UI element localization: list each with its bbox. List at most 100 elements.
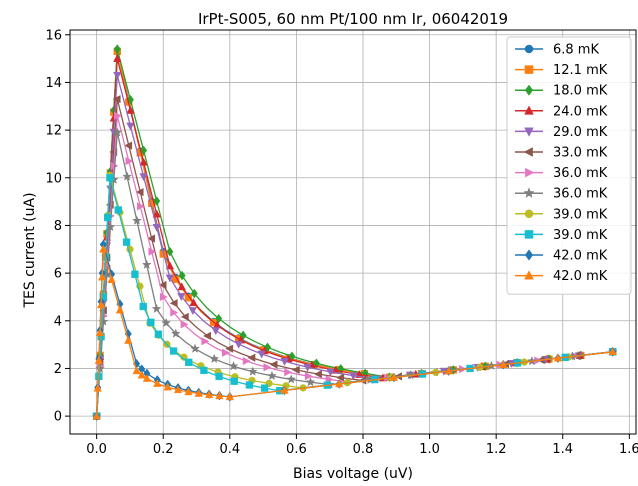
data-point (284, 368, 293, 377)
data-point (112, 127, 123, 137)
data-point (190, 288, 198, 299)
data-point (257, 350, 266, 359)
legend-label: 39.0 mK (553, 228, 608, 243)
legend-label: 39.0 mK (553, 207, 608, 222)
y-tick-label: 4 (54, 314, 62, 329)
data-point (304, 371, 313, 381)
data-point (163, 382, 172, 391)
y-tick-label: 6 (54, 267, 62, 282)
legend-label: 36.0 mK (553, 166, 608, 181)
data-point (230, 377, 238, 385)
y-tick-label: 0 (54, 410, 62, 425)
data-point (180, 312, 189, 321)
data-point (104, 213, 112, 222)
data-point (148, 247, 157, 256)
data-point (153, 378, 162, 387)
data-point (132, 366, 141, 375)
data-point (124, 141, 133, 150)
data-point (147, 234, 156, 243)
data-point (132, 215, 142, 225)
data-point (151, 303, 162, 314)
legend-label: 24.0 mK (553, 104, 608, 119)
data-point (215, 391, 224, 400)
data-point (189, 298, 198, 307)
data-point (113, 71, 122, 80)
data-point (184, 294, 193, 302)
legend-label: 36.0 mK (553, 187, 608, 202)
legend-marker (524, 44, 534, 54)
data-point (154, 330, 163, 338)
data-point (139, 173, 148, 182)
data-point (173, 385, 183, 394)
data-point (113, 44, 121, 54)
axis-ticks: 0.0 0.2 0.4 0.6 0.8 1.0 1.2 1.4 1.6 0 2 4 6 8 10 12 14 16 (45, 28, 638, 457)
legend-marker (524, 105, 534, 115)
legend-marker (524, 127, 534, 137)
data-point (126, 122, 135, 131)
y-axis-label: TES current (uA) (22, 192, 38, 308)
data-point (96, 300, 106, 309)
data-point (169, 347, 178, 355)
x-tick-label: 0.8 (353, 442, 374, 457)
legend-entry: 36.0 mK (515, 187, 608, 202)
x-tick-label: 0.2 (153, 442, 174, 457)
y-tick-label: 8 (54, 219, 62, 234)
data-point (142, 373, 152, 382)
plot-area (91, 44, 618, 421)
chart-title: IrPt-S005, 60 nm Pt/100 nm Ir, 06042019 (198, 10, 508, 28)
y-tick-label: 12 (45, 124, 62, 139)
x-axis-label: Bias voltage (uV) (293, 466, 413, 482)
data-point (135, 187, 144, 197)
data-point (158, 280, 167, 290)
legend-label: 12.1 mK (553, 63, 608, 78)
legend-entry: 33.0 mK (515, 146, 608, 161)
legend-label: 42.0 mK (553, 249, 608, 264)
legend-entry: 29.0 mK (515, 125, 608, 140)
data-point (305, 377, 316, 387)
data-point (267, 370, 277, 381)
legend-marker (524, 230, 534, 239)
legend-entry: 24.0 mK (515, 104, 608, 119)
data-point (106, 174, 114, 182)
data-point (499, 360, 508, 368)
legend-entry: 18.0 mK (515, 84, 608, 99)
data-point (286, 374, 297, 384)
data-point (291, 365, 300, 375)
data-point (215, 313, 223, 324)
data-point (312, 358, 320, 369)
y-tick-label: 2 (54, 362, 62, 377)
y-tick-label: 16 (45, 28, 62, 43)
x-tick-label: 1.0 (419, 442, 440, 457)
data-point (247, 366, 258, 376)
data-point (209, 353, 220, 364)
legend-label: 6.8 mK (553, 43, 599, 58)
data-point (245, 381, 254, 389)
data-point (95, 328, 105, 337)
legend-marker (524, 84, 534, 96)
x-tick-label: 0.4 (219, 442, 240, 457)
legend-label: 18.0 mK (553, 84, 608, 99)
data-point (194, 388, 203, 397)
y-tick-label: 10 (45, 171, 62, 186)
data-point (122, 171, 132, 181)
data-point (178, 270, 186, 281)
data-point (92, 411, 101, 420)
data-point (201, 337, 210, 346)
data-point (139, 157, 148, 166)
data-point (326, 368, 335, 377)
data-point (303, 363, 312, 372)
data-point (185, 358, 193, 366)
legend-marker (524, 65, 534, 74)
data-point (263, 363, 272, 372)
legend-marker (524, 270, 534, 280)
data-point (225, 344, 234, 353)
data-point (125, 156, 134, 166)
legend-label: 42.0 mK (553, 269, 608, 284)
legend-marker (523, 187, 535, 198)
legend-frame (506, 36, 632, 295)
data-point (166, 246, 174, 257)
data-point (608, 347, 617, 356)
data-point (114, 206, 122, 214)
data-point (190, 343, 200, 353)
